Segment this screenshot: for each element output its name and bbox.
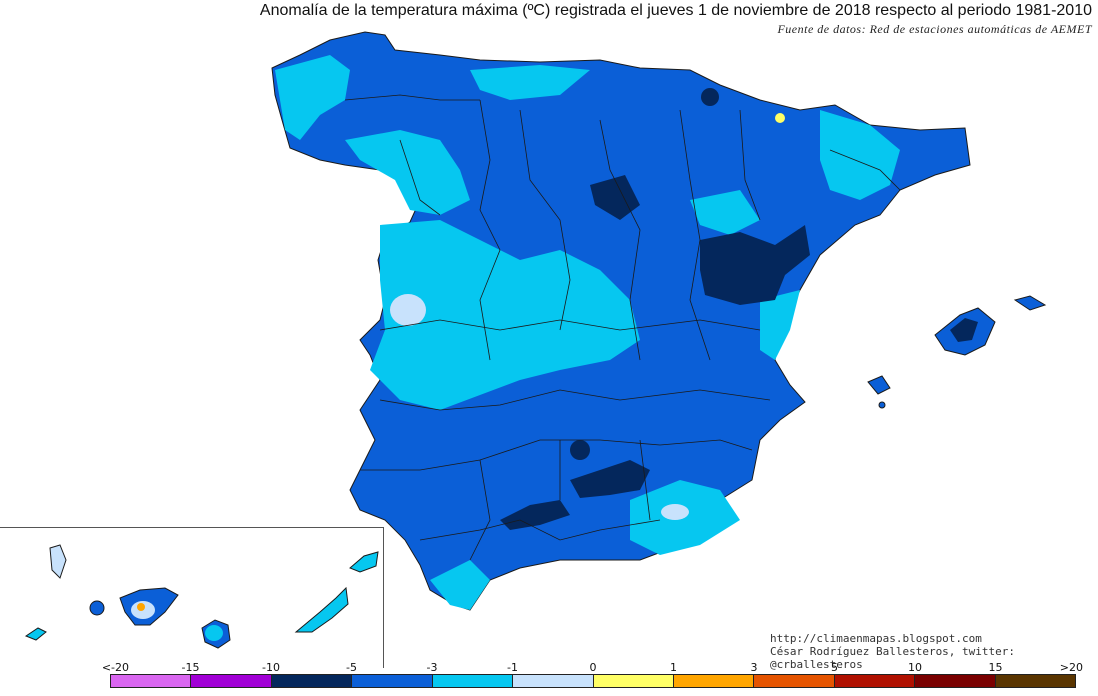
ibiza bbox=[867, 375, 891, 395]
legend-swatch bbox=[111, 675, 192, 687]
mallorca-very-cold-area bbox=[950, 318, 978, 342]
color-scale-legend bbox=[110, 674, 1076, 688]
fuerteventura bbox=[294, 586, 349, 633]
formentera bbox=[878, 401, 886, 409]
malaga-very-cold-area bbox=[500, 500, 570, 530]
canary-islands-inset-frame bbox=[0, 527, 384, 668]
legend-tick-label: 10 bbox=[908, 661, 922, 674]
legend-swatch bbox=[915, 675, 996, 687]
teide-warm-spot bbox=[137, 603, 145, 611]
aragon-cool-area bbox=[690, 190, 760, 235]
author-credit: César Rodríguez Ballesteros, twitter: @c… bbox=[770, 645, 1016, 671]
legend-tick-label: -10 bbox=[262, 661, 280, 674]
galicia-cool-area bbox=[275, 55, 350, 140]
navarra-warm-spot bbox=[775, 113, 785, 123]
legend-swatch bbox=[754, 675, 835, 687]
legend-swatch bbox=[271, 675, 353, 687]
data-source: Fuente de datos: Red de estaciones autom… bbox=[777, 22, 1092, 36]
legend-swatch bbox=[995, 675, 1076, 687]
blog-url: http://climaenmapas.blogspot.com bbox=[770, 632, 982, 645]
la-palma bbox=[49, 544, 67, 579]
legend-swatch bbox=[352, 675, 433, 687]
legend-tick-label: -15 bbox=[181, 661, 200, 674]
el-hierro bbox=[24, 627, 47, 641]
castilla-cool-area bbox=[370, 220, 640, 410]
granada-very-cold-area bbox=[570, 460, 650, 498]
legend-tick-label: 1 bbox=[670, 661, 677, 674]
legend-tick-label: 0 bbox=[589, 661, 597, 674]
almeria-pale-spot bbox=[661, 504, 689, 520]
northwest-cool-area bbox=[345, 130, 470, 215]
legend-swatch bbox=[432, 675, 514, 687]
lanzarote bbox=[349, 551, 379, 573]
legend-swatch bbox=[191, 675, 272, 687]
legend-swatch bbox=[513, 675, 594, 687]
jaen-very-cold-spot bbox=[570, 440, 590, 460]
legend-tick-label: 5 bbox=[831, 661, 838, 674]
gran-canaria-cool-area bbox=[205, 625, 223, 641]
map-title: Anomalía de la temperatura máxima (ºC) r… bbox=[259, 2, 1092, 19]
teruel-very-cold-area bbox=[700, 225, 810, 305]
pyrenees-very-cold-spot bbox=[701, 88, 719, 106]
legend-tick-label: >20 bbox=[1059, 661, 1083, 674]
valencia-cool-area bbox=[760, 290, 800, 360]
menorca bbox=[1013, 295, 1047, 311]
legend-tick-label: -5 bbox=[346, 661, 357, 674]
legend-swatch bbox=[593, 675, 674, 687]
catalonia-cool-area bbox=[820, 110, 900, 200]
legend-tick-label: 15 bbox=[988, 661, 1003, 674]
cantabria-cool-area bbox=[470, 65, 590, 100]
legend-tick-label: 3 bbox=[750, 661, 758, 674]
extremadura-pale-spot bbox=[390, 294, 426, 326]
legend-swatch bbox=[673, 675, 755, 687]
southwest-cool-area bbox=[430, 560, 490, 610]
province-borders bbox=[344, 94, 901, 561]
legend-swatch bbox=[834, 675, 916, 687]
legend-tick-label: <-20 bbox=[101, 661, 130, 674]
burgos-very-cold-area bbox=[590, 175, 640, 220]
legend-tick-label: -1 bbox=[507, 661, 518, 674]
la-gomera bbox=[89, 600, 105, 616]
legend-tick-label: -3 bbox=[426, 661, 438, 674]
